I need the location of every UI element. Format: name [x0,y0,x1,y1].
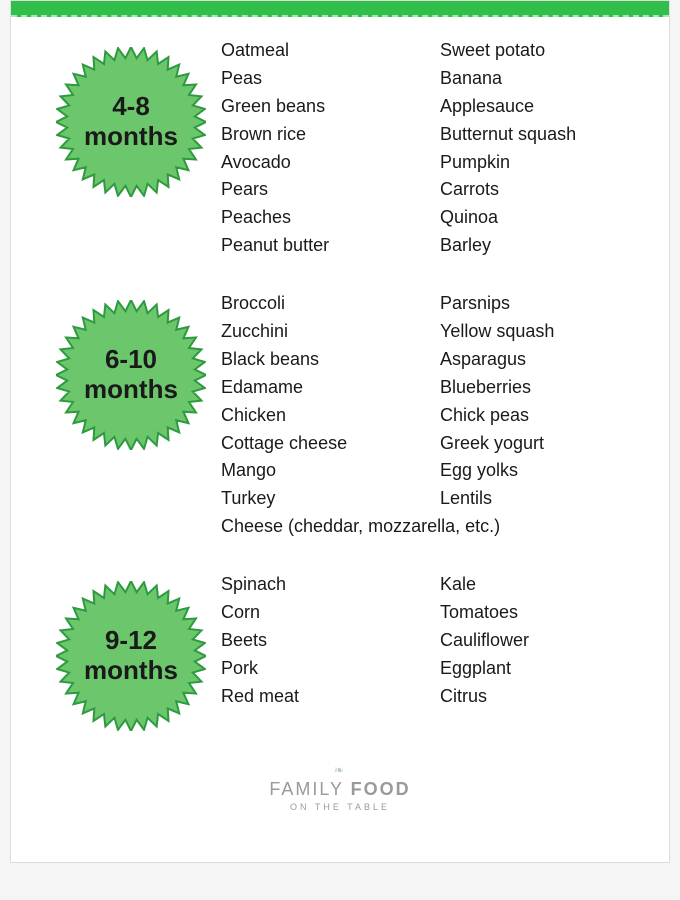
info-card: 4-8monthsOatmealPeasGreen beansBrown ric… [10,0,670,863]
food-item: Greek yogurt [440,430,629,458]
age-section: 9-12monthsSpinachCornBeetsPorkRed meatKa… [11,551,669,741]
food-lists: SpinachCornBeetsPorkRed meatKaleTomatoes… [221,571,629,710]
food-item: Yellow squash [440,318,629,346]
badge-label: 4-8months [84,92,178,152]
badge-label-line2: months [84,375,178,405]
food-item: Carrots [440,176,629,204]
food-item: Red meat [221,683,410,711]
footer-logo: ❧ FAMILY FOOD ON THE TABLE [11,761,669,812]
age-section: 6-10months BroccoliZucchiniBlack beansEda… [11,270,669,551]
food-item: Beets [221,627,410,655]
food-item: Spinach [221,571,410,599]
food-item: Citrus [440,683,629,711]
food-item: Pears [221,176,410,204]
food-item: Cottage cheese [221,430,410,458]
food-columns: BroccoliZucchiniBlack beansEdamameChicke… [221,290,629,513]
food-item: Zucchini [221,318,410,346]
starburst-badge: 9-12months [56,581,206,731]
food-item: Sweet potato [440,37,629,65]
food-item: Corn [221,599,410,627]
food-item: Peanut butter [221,232,410,260]
age-section: 4-8months OatmealPeasGreen beansBrown ric… [11,17,669,270]
badge-label-line2: months [84,122,178,152]
top-accent-bar [11,1,669,17]
food-item: Parsnips [440,290,629,318]
food-item: Chicken [221,402,410,430]
food-item: Lentils [440,485,629,513]
food-item: Oatmeal [221,37,410,65]
food-item: Eggplant [440,655,629,683]
food-item-fullwidth: Cheese (cheddar, mozzarella, etc.) [221,513,629,541]
logo-text-b: FOOD [351,779,411,799]
starburst-badge: 6-10months [56,300,206,450]
food-item: Edamame [221,374,410,402]
badge-label: 6-10months [84,345,178,405]
food-item: Black beans [221,346,410,374]
badge-label-line1: 6-10 [84,345,178,375]
food-item: Pumpkin [440,149,629,177]
food-item: Cauliflower [440,627,629,655]
food-item: Peaches [221,204,410,232]
food-column: ParsnipsYellow squashAsparagusBlueberrie… [440,290,629,513]
food-item: Butternut squash [440,121,629,149]
food-item: Mango [221,457,410,485]
food-item: Quinoa [440,204,629,232]
badge-wrap: 9-12months [41,571,221,731]
food-column: SpinachCornBeetsPorkRed meat [221,571,410,710]
food-column: BroccoliZucchiniBlack beansEdamameChicke… [221,290,410,513]
logo-line1: FAMILY FOOD [11,779,669,800]
badge-label: 9-12months [84,626,178,686]
food-item: Banana [440,65,629,93]
food-item: Asparagus [440,346,629,374]
food-item: Broccoli [221,290,410,318]
badge-label-line1: 4-8 [84,92,178,122]
badge-wrap: 6-10months [41,290,221,450]
badge-wrap: 4-8months [41,37,221,197]
food-column: OatmealPeasGreen beansBrown riceAvocadoP… [221,37,410,260]
food-column: Sweet potatoBananaApplesauceButternut sq… [440,37,629,260]
food-item: Egg yolks [440,457,629,485]
food-item: Barley [440,232,629,260]
food-item: Pork [221,655,410,683]
food-columns: SpinachCornBeetsPorkRed meatKaleTomatoes… [221,571,629,710]
food-item: Turkey [221,485,410,513]
badge-label-line2: months [84,656,178,686]
logo-text-a: FAMILY [269,779,350,799]
food-column: KaleTomatoesCauliflowerEggplantCitrus [440,571,629,710]
food-item: Brown rice [221,121,410,149]
leaf-icon: ❧ [334,763,346,777]
food-columns: OatmealPeasGreen beansBrown riceAvocadoP… [221,37,629,260]
food-item: Chick peas [440,402,629,430]
food-item: Blueberries [440,374,629,402]
starburst-badge: 4-8months [56,47,206,197]
badge-label-line1: 9-12 [84,626,178,656]
food-item: Peas [221,65,410,93]
food-item: Avocado [221,149,410,177]
food-item: Green beans [221,93,410,121]
logo-line2: ON THE TABLE [11,802,669,812]
food-item: Tomatoes [440,599,629,627]
food-item: Kale [440,571,629,599]
food-item: Applesauce [440,93,629,121]
food-lists: BroccoliZucchiniBlack beansEdamameChicke… [221,290,629,541]
sections-container: 4-8monthsOatmealPeasGreen beansBrown ric… [11,17,669,741]
food-lists: OatmealPeasGreen beansBrown riceAvocadoP… [221,37,629,260]
